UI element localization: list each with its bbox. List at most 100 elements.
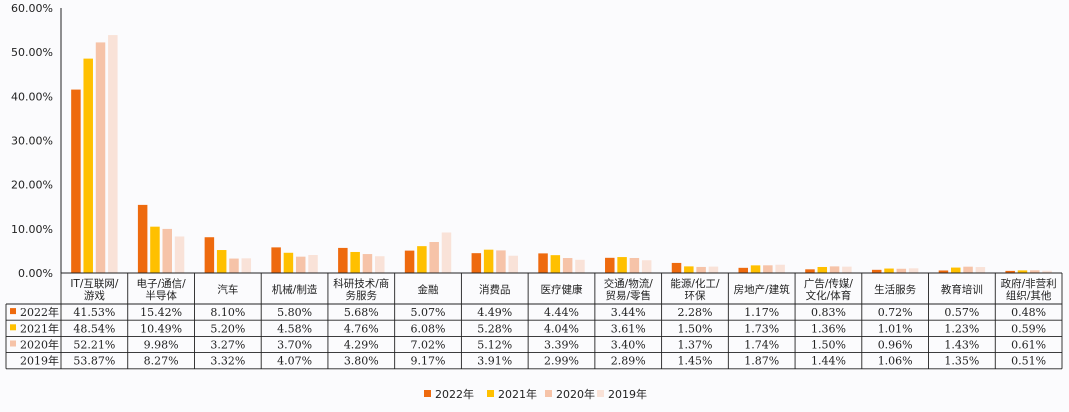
y-tick-label: 40.00% <box>11 90 53 103</box>
bar <box>538 253 548 273</box>
category-label: 消费品 <box>479 283 511 296</box>
table-cell: 1.01% <box>878 322 913 335</box>
bar <box>562 258 573 273</box>
category-label-line: 电子/通信/ <box>137 277 187 290</box>
table-cell: 4.76% <box>344 322 379 335</box>
legend-label: 2022年 <box>435 387 474 401</box>
bar <box>696 266 706 273</box>
bars <box>71 35 1052 274</box>
table-cell: 4.07% <box>277 355 312 368</box>
bar <box>817 266 828 273</box>
category-label: 电子/通信/半导体 <box>137 277 187 302</box>
category-label-line: 贸易/零售 <box>605 289 651 302</box>
bar <box>508 255 518 273</box>
category-label: 生活服务 <box>874 283 916 296</box>
category-label-line: 环保 <box>684 289 705 302</box>
bar <box>71 89 81 273</box>
table-cell: 3.40% <box>611 339 646 352</box>
category-label-line: 金融 <box>418 283 439 296</box>
x-axis: IT/互联网/游戏电子/通信/半导体 汽车 机械/制造 科研技术/商务服务 金融 消费品医… <box>61 272 1062 302</box>
legend-label: 2019年 <box>608 387 647 401</box>
table-cell: 1.45% <box>677 355 712 368</box>
bar <box>338 247 348 273</box>
category-label-line: 房地产/建筑 <box>734 283 791 296</box>
y-tick-label: 20.00% <box>11 179 53 192</box>
bar <box>708 266 719 273</box>
table-cell: 15.42% <box>140 306 182 319</box>
category-label-line: 消费品 <box>479 283 511 296</box>
bar <box>629 257 640 273</box>
data-table: 2022年 41.53% 15.42% 8.10% 5.80% 5.68% 5.07% 4.4… <box>5 273 1063 370</box>
category-label-line: 文化/体育 <box>806 289 852 302</box>
table-cell: 10.49% <box>140 322 182 335</box>
table-cell: 8.27% <box>144 355 179 368</box>
table-cell: 1.50% <box>811 339 846 352</box>
y-tick-label: 10.00% <box>11 223 53 236</box>
table-cell: 0.72% <box>878 306 913 319</box>
table-cell: 3.61% <box>611 322 646 335</box>
bar <box>671 262 682 273</box>
category-label: 能源/化工/环保 <box>670 277 720 302</box>
bar <box>241 258 252 273</box>
table-cell: 52.21% <box>73 339 115 352</box>
legend: 2022年 2021年 2020年 2019年 <box>424 387 647 401</box>
row-label: 2021年 <box>20 321 59 335</box>
table-cell: 0.48% <box>1011 306 1046 319</box>
category-label: 汽车 <box>217 283 238 296</box>
table-cell: 1.87% <box>744 355 779 368</box>
category-label: 广告/传媒/文化/体育 <box>804 277 854 302</box>
bar <box>605 257 615 273</box>
bar <box>108 35 118 273</box>
bar <box>763 265 773 273</box>
y-tick-label: 60.00% <box>11 2 53 15</box>
bar <box>738 267 748 273</box>
table-cell: 1.06% <box>878 355 913 368</box>
table-cell: 1.73% <box>744 322 779 335</box>
table-cell: 1.43% <box>944 339 979 352</box>
category-label: 科研技术/商务服务 <box>333 277 389 302</box>
bar <box>375 256 385 273</box>
category-label-line: 生活服务 <box>874 283 916 296</box>
legend-label: 2020年 <box>556 387 595 401</box>
bar <box>471 253 482 273</box>
bar <box>417 246 427 273</box>
table-cell: 4.49% <box>477 306 512 319</box>
category-label-line: 能源/化工/ <box>670 277 720 290</box>
table-cell: 9.17% <box>411 355 446 368</box>
bar <box>750 265 761 273</box>
table-cell: 0.96% <box>878 339 913 352</box>
table-cell: 5.68% <box>344 306 379 319</box>
table-cell: 1.50% <box>677 322 712 335</box>
table-cell: 7.02% <box>411 339 446 352</box>
bar <box>951 267 961 273</box>
y-tick-label: 50.00% <box>11 46 53 59</box>
table-cell: 3.70% <box>277 339 312 352</box>
category-label-line: 医疗健康 <box>541 283 583 296</box>
bar <box>483 249 494 273</box>
bar <box>83 58 93 274</box>
bar <box>1017 270 1028 273</box>
bar <box>896 268 907 273</box>
bar <box>617 257 627 273</box>
table-cell: 3.80% <box>344 355 379 368</box>
table-cell: 4.04% <box>544 322 579 335</box>
row-label: 2019年 <box>20 354 59 368</box>
row-swatch <box>10 340 16 347</box>
bar <box>429 242 439 273</box>
category-label-line: 汽车 <box>217 283 238 296</box>
bar <box>496 250 506 273</box>
table-cell: 3.32% <box>210 355 245 368</box>
category-label: 房地产/建筑 <box>734 283 791 296</box>
bar <box>350 251 360 273</box>
bar <box>641 260 652 273</box>
table-cell: 3.39% <box>544 339 579 352</box>
bar <box>829 266 840 274</box>
bar <box>963 266 973 273</box>
bar <box>871 269 882 273</box>
category-label-line: 机械/制造 <box>272 283 318 296</box>
table-cell: 3.91% <box>477 355 512 368</box>
bar <box>1042 270 1052 273</box>
bar <box>95 42 106 273</box>
bar <box>1030 270 1040 273</box>
